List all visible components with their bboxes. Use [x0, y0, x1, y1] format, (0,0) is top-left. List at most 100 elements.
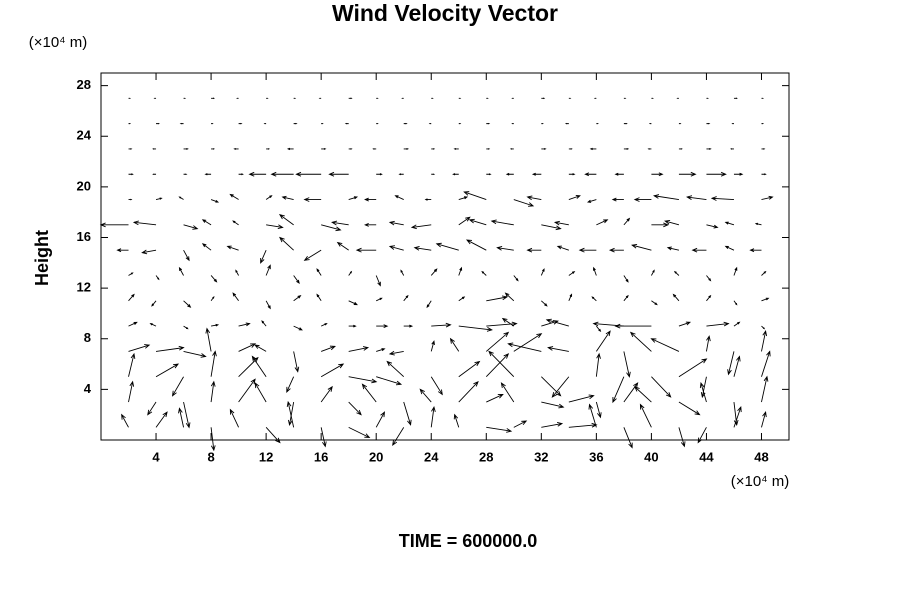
wind-arrow	[531, 172, 542, 176]
wind-arrow	[639, 403, 652, 428]
wind-arrow	[183, 300, 192, 308]
wind-arrow	[303, 197, 322, 202]
wind-arrow	[155, 275, 160, 281]
wind-arrow	[238, 378, 256, 403]
wind-arrow	[388, 245, 404, 251]
wind-arrow	[623, 147, 630, 150]
wind-arrow	[413, 245, 432, 251]
wind-arrow	[733, 97, 738, 100]
wind-arrow	[128, 344, 151, 352]
wind-arrow	[128, 352, 136, 377]
wind-arrow	[403, 401, 412, 426]
wind-arrow	[651, 376, 672, 398]
wind-arrow	[183, 224, 199, 230]
wind-arrow	[490, 219, 514, 226]
x-tick-label: 24	[424, 449, 439, 464]
wind-arrow	[431, 322, 452, 328]
wind-arrow	[651, 300, 658, 306]
wind-arrow	[364, 197, 377, 202]
wind-arrow	[128, 321, 138, 327]
wind-arrow	[151, 300, 157, 307]
wind-arrow	[376, 348, 386, 352]
wind-arrow	[254, 382, 267, 403]
wind-arrow	[293, 325, 303, 331]
wind-arrow	[458, 216, 471, 226]
wind-arrow	[706, 275, 712, 282]
wind-arrow	[678, 321, 692, 327]
wind-arrow	[678, 401, 701, 416]
wind-arrow	[178, 407, 184, 428]
wind-arrow	[486, 173, 492, 176]
wind-arrow	[465, 239, 487, 251]
wind-arrow	[403, 324, 414, 328]
wind-arrow	[541, 300, 548, 307]
wind-arrow	[372, 148, 377, 150]
wind-arrow	[419, 388, 432, 403]
wind-arrow	[403, 147, 410, 150]
wind-arrow	[430, 340, 435, 352]
wind-arrow	[265, 427, 281, 444]
wind-arrow	[691, 247, 707, 253]
wind-arrow	[376, 297, 383, 302]
wind-arrow	[128, 148, 133, 150]
wind-arrow	[686, 195, 707, 200]
wind-arrow	[152, 148, 157, 150]
wind-arrow	[614, 323, 652, 329]
wind-arrow	[541, 401, 565, 409]
wind-arrow	[238, 356, 259, 378]
wind-arrow	[205, 327, 212, 352]
wind-arrow	[501, 317, 515, 327]
plot-frame	[100, 72, 790, 441]
y-tick-label: 20	[77, 178, 91, 193]
wind-arrow	[233, 147, 239, 150]
wind-arrow	[595, 401, 602, 419]
wind-arrow	[700, 376, 707, 399]
wind-arrow	[568, 148, 573, 150]
wind-arrow	[295, 171, 322, 177]
wind-arrow	[623, 217, 631, 226]
wind-arrow	[761, 297, 770, 302]
wind-arrow	[128, 173, 134, 176]
wind-arrow	[348, 148, 353, 150]
wind-arrow	[431, 173, 436, 176]
wind-arrow	[424, 198, 432, 201]
wind-arrow	[504, 292, 515, 302]
x-tick-label: 12	[259, 449, 273, 464]
wind-arrow	[238, 122, 243, 125]
wind-arrow	[678, 427, 686, 448]
wind-arrow	[238, 343, 257, 352]
wind-arrow	[568, 293, 573, 301]
wind-arrow	[210, 296, 215, 302]
wind-arrow	[248, 171, 267, 177]
wind-arrow	[761, 325, 766, 330]
wind-arrow	[612, 376, 625, 404]
wind-arrow	[128, 293, 135, 302]
x-tick-label: 40	[644, 449, 658, 464]
wind-arrow	[265, 264, 271, 276]
wind-arrow	[678, 358, 708, 378]
wind-arrow	[320, 427, 327, 448]
wind-arrow	[633, 197, 652, 202]
wind-arrow	[673, 270, 680, 276]
wind-arrow	[361, 383, 377, 403]
wind-arrow	[388, 220, 404, 226]
wind-arrow	[699, 381, 707, 403]
wind-arrow	[238, 322, 251, 327]
wind-arrow	[486, 393, 504, 403]
wind-arrow	[348, 270, 353, 276]
wind-arrow	[733, 321, 741, 327]
wind-arrow	[394, 195, 404, 200]
wind-arrow	[348, 401, 362, 416]
wind-arrow	[651, 222, 670, 228]
y-tick-label: 8	[84, 330, 91, 345]
wind-arrow	[128, 198, 133, 201]
wind-arrow	[303, 249, 322, 261]
wind-arrow	[526, 195, 542, 201]
wind-arrow	[364, 222, 377, 227]
wind-arrow	[316, 293, 322, 302]
wind-arrow	[706, 294, 712, 302]
wind-arrow	[733, 406, 742, 428]
wind-arrow	[623, 275, 629, 283]
wind-arrow	[266, 148, 271, 150]
wind-arrow	[754, 222, 762, 226]
